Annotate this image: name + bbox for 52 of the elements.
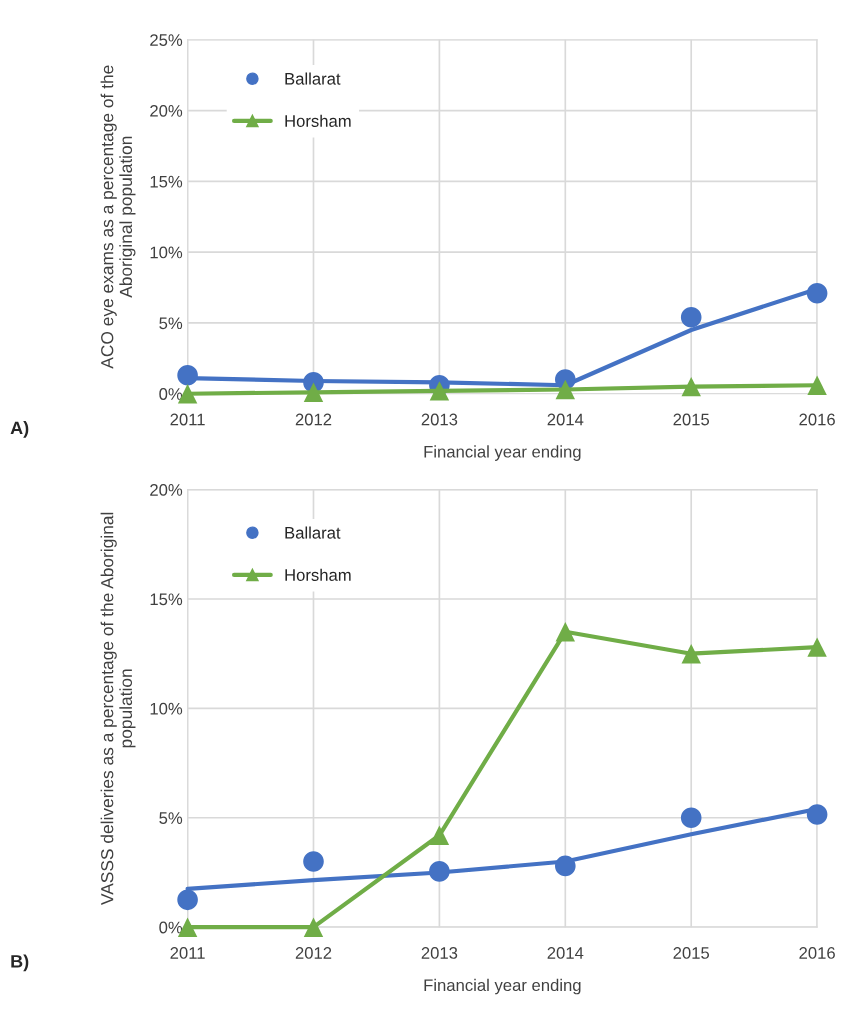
x-tick-label: 2013 (421, 947, 458, 959)
x-tick-label: 2016 (799, 947, 835, 959)
point (555, 379, 576, 400)
point (807, 375, 827, 395)
point (177, 889, 198, 911)
x-tick-label: 2011 (170, 947, 205, 959)
point (429, 861, 450, 882)
point (303, 851, 324, 872)
y-axis-title: VASSS deliveries as a percentage of the Aboriginal population (100, 512, 136, 906)
x-tick-label: 2014 (547, 947, 584, 959)
y-tick-label: 20% (150, 104, 183, 117)
point (303, 917, 324, 937)
x-tick-label: 2015 (673, 413, 710, 426)
x-axis-title: Financial year ending (424, 978, 581, 995)
y-tick-label: 5% (159, 812, 183, 824)
point (806, 804, 828, 825)
x-tick-label: 2011 (170, 413, 205, 426)
point (806, 282, 828, 304)
x-tick-label: 2015 (673, 947, 710, 959)
y-tick-label: 10% (150, 702, 183, 715)
x-tick-label: 2012 (295, 413, 332, 426)
point (429, 825, 450, 846)
y-tick-label: 10% (150, 246, 183, 259)
y-tick-label: 5% (159, 317, 183, 330)
x-tick-label: 2013 (421, 413, 458, 426)
point (680, 306, 702, 328)
legend-label: Horsham (285, 114, 351, 127)
point (555, 622, 576, 642)
y-tick-label: 15% (150, 175, 183, 188)
point (303, 382, 324, 403)
y-tick-label: 0% (159, 921, 183, 934)
point (681, 376, 701, 397)
text: A) (10, 421, 29, 438)
point (555, 855, 576, 877)
point (680, 807, 702, 829)
text: B) (11, 954, 29, 972)
legend-label: Horsham (285, 568, 351, 581)
point (807, 637, 827, 657)
x-tick-label: 2012 (295, 947, 332, 959)
y-tick-label: 15% (150, 593, 183, 606)
y-axis-title: ACO eye exams as a percentage of the Aboriginal population (100, 65, 136, 369)
y-tick-label: 20% (150, 484, 183, 496)
legend-label: Ballarat (285, 526, 341, 539)
point (681, 643, 701, 664)
x-tick-label: 2014 (547, 413, 584, 426)
y-tick-label: 0% (159, 388, 183, 400)
x-tick-label: 2016 (799, 413, 835, 426)
y-tick-label: 25% (150, 34, 183, 46)
legend-label: Ballarat (285, 72, 341, 85)
x-axis-title: Financial year ending (424, 445, 581, 461)
point (177, 365, 198, 386)
point (429, 381, 450, 401)
